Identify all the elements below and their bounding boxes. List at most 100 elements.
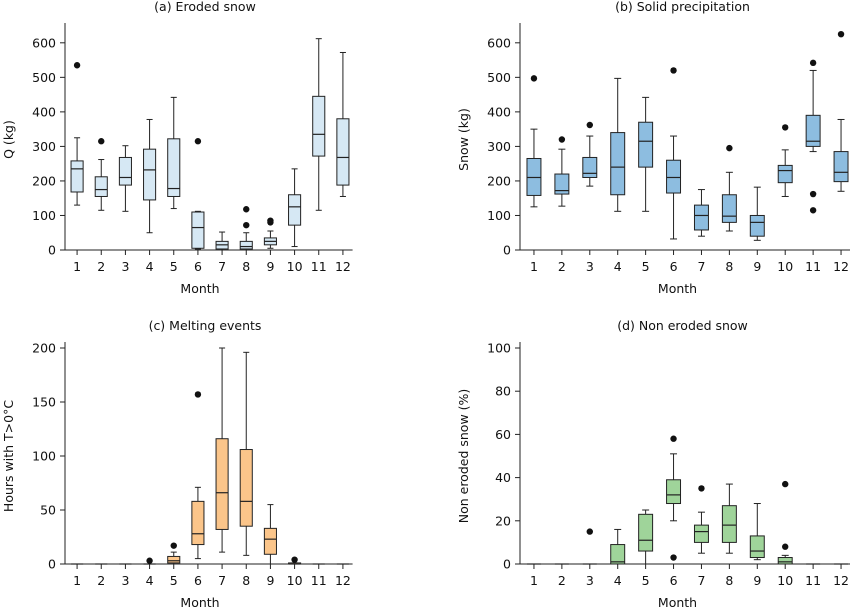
panel-a: (a) Eroded snow 0 100 200 300 400 500 600 Q (kg)…	[1, 0, 353, 296]
iqr-box	[582, 156, 598, 178]
y-tick-label: 40	[495, 470, 511, 485]
x-tick-label: 7	[218, 573, 226, 588]
iqr-box	[749, 214, 765, 237]
outlier-point	[782, 124, 789, 131]
box-month-3	[118, 145, 132, 212]
iqr-box	[554, 173, 570, 195]
x-tick-label: 1	[73, 259, 81, 274]
panel-title: (b) Solid precipitation	[615, 0, 750, 14]
box-month-6	[191, 138, 205, 250]
x-tick-label: 10	[287, 259, 303, 274]
x-tick-label: 5	[170, 573, 178, 588]
x-tick-label: 3	[586, 259, 594, 274]
x-tick-label: 4	[614, 259, 622, 274]
y-tick-label: 100	[32, 208, 56, 223]
x-tick-label: 1	[73, 573, 81, 588]
x-tick-label: 11	[805, 573, 821, 588]
y-axis-label: Snow (kg)	[456, 108, 471, 171]
y-tick-label: 0	[48, 557, 56, 572]
box-month-5	[167, 542, 181, 565]
y-tick-label: 80	[495, 384, 511, 399]
panel-title: (d) Non eroded snow	[617, 318, 748, 333]
x-tick-label: 7	[697, 573, 705, 588]
box-month-6	[191, 391, 205, 560]
iqr-box	[638, 513, 654, 552]
outlier-point	[782, 543, 789, 550]
panel-c: (c) Melting events 0 50 100 150 200 Hours with…	[1, 318, 353, 610]
x-tick-label: 12	[335, 573, 351, 588]
iqr-box	[288, 194, 302, 226]
x-tick-label: 11	[805, 259, 821, 274]
x-tick-label: 3	[586, 573, 594, 588]
outlier-point	[243, 221, 250, 229]
outlier-point	[782, 480, 789, 488]
box-month-6	[666, 435, 682, 561]
x-tick-label: 8	[242, 573, 250, 588]
x-tick-label: 1	[530, 573, 538, 588]
panel-title: (c) Melting events	[149, 318, 262, 333]
x-tick-label: 2	[558, 573, 566, 588]
outlier-point	[194, 138, 202, 145]
y-tick-label: 100	[32, 449, 56, 464]
outlier-point	[558, 136, 566, 143]
x-tick-label: 11	[311, 259, 327, 274]
box-month-7	[693, 189, 709, 237]
box-month-8	[239, 351, 253, 556]
x-axis-label: Month	[180, 281, 219, 296]
outlier-point	[586, 121, 593, 129]
x-tick-label: 7	[218, 259, 226, 274]
outlier-point	[267, 217, 274, 224]
outlier-point	[670, 67, 677, 74]
outlier-point	[291, 556, 298, 563]
x-tick-label: 7	[697, 259, 705, 274]
y-tick-label: 20	[495, 513, 511, 528]
y-tick-label: 200	[32, 173, 56, 188]
x-tick-label: 5	[642, 573, 650, 588]
x-tick-label: 2	[97, 573, 105, 588]
y-tick-label: 500	[32, 70, 56, 85]
iqr-box	[666, 159, 682, 194]
box-month-9	[749, 186, 765, 241]
box-month-1	[526, 75, 542, 208]
outlier-point	[170, 542, 177, 549]
iqr-box	[777, 164, 793, 184]
box-month-1	[70, 62, 84, 206]
y-tick-label: 100	[487, 208, 511, 223]
outlier-point	[530, 75, 538, 82]
x-tick-label: 10	[777, 573, 793, 588]
panel-b: (b) Solid precipitation 0 100 200 300 400 500 6…	[456, 0, 850, 296]
iqr-box	[167, 555, 181, 564]
y-tick-label: 300	[32, 139, 56, 154]
x-axis-label: Month	[658, 595, 697, 610]
x-tick-label: 12	[833, 259, 849, 274]
x-tick-label: 11	[311, 573, 327, 588]
box-month-10	[777, 480, 793, 565]
x-tick-label: 3	[121, 259, 129, 274]
iqr-box	[805, 114, 821, 147]
y-tick-label: 500	[487, 70, 511, 85]
box-month-5	[638, 509, 654, 565]
box-month-7	[215, 347, 229, 553]
box-month-10	[777, 124, 793, 197]
box-month-2	[94, 138, 108, 211]
box-month-5	[638, 96, 654, 212]
x-tick-label: 8	[725, 573, 733, 588]
iqr-box	[721, 505, 737, 543]
box-month-12	[336, 51, 350, 197]
iqr-box	[239, 240, 253, 250]
outlier-point	[146, 557, 153, 564]
y-tick-label: 200	[32, 341, 56, 356]
y-tick-label: 150	[32, 395, 56, 410]
x-tick-label: 4	[146, 573, 154, 588]
y-tick-label: 100	[487, 341, 511, 356]
outlier-point	[670, 554, 677, 561]
y-tick-label: 300	[487, 139, 511, 154]
y-tick-label: 600	[32, 35, 56, 50]
iqr-box	[638, 121, 654, 168]
box-month-10	[288, 556, 302, 565]
panel-d: (d) Non eroded snow 0 20 40 60 80 100 Non erode…	[456, 318, 850, 610]
iqr-box	[336, 118, 350, 186]
iqr-box	[118, 156, 132, 186]
box-month-4	[610, 528, 626, 565]
